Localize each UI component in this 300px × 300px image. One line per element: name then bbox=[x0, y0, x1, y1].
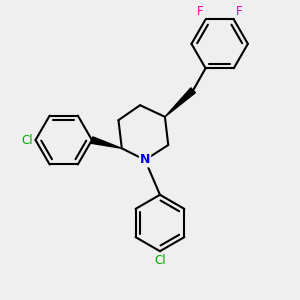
Polygon shape bbox=[165, 88, 195, 117]
Text: F: F bbox=[236, 5, 242, 18]
Text: F: F bbox=[197, 5, 204, 18]
Text: Cl: Cl bbox=[21, 134, 33, 146]
Polygon shape bbox=[91, 137, 122, 148]
Text: Cl: Cl bbox=[154, 254, 166, 267]
Text: N: N bbox=[140, 154, 150, 166]
